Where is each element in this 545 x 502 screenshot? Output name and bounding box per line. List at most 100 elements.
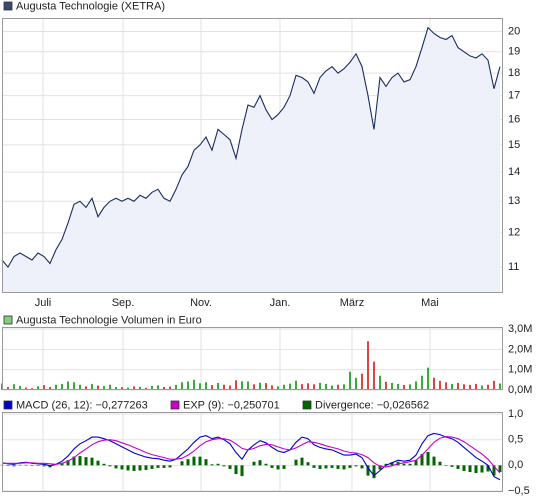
- divergence-bar: [84, 457, 88, 466]
- legend-swatch: [3, 1, 13, 11]
- volume-bar: [289, 383, 291, 390]
- divergence-bar: [12, 465, 16, 467]
- divergence-bar: [306, 462, 310, 466]
- divergence-bar: [372, 465, 376, 479]
- divergence-bar: [300, 457, 304, 466]
- volume-bar: [139, 386, 141, 390]
- divergence-bar: [486, 465, 490, 472]
- divergence-bar: [6, 465, 10, 466]
- x-tick-label: Jan.: [270, 297, 291, 309]
- volume-bar: [325, 383, 327, 390]
- divergence-bar: [468, 465, 472, 472]
- legend-swatch: [170, 400, 180, 410]
- volume-bar: [211, 385, 213, 390]
- volume-bar: [217, 382, 219, 390]
- volume-bar: [175, 384, 177, 390]
- volume-bar: [349, 371, 351, 390]
- volume-bar: [475, 383, 477, 390]
- divergence-bar: [210, 464, 214, 466]
- divergence-bar: [270, 465, 274, 468]
- volume-bar: [271, 385, 273, 390]
- volume-bar: [307, 383, 309, 390]
- divergence-bar: [450, 465, 454, 467]
- volume-bar: [103, 386, 105, 390]
- volume-bar: [409, 384, 411, 390]
- volume-bar: [163, 386, 165, 390]
- y-tick-label: 12: [508, 227, 520, 239]
- volume-bar: [19, 385, 21, 390]
- volume-bar: [265, 383, 267, 390]
- volume-bar: [295, 380, 297, 390]
- divergence-bar: [420, 454, 424, 466]
- divergence-bar: [432, 456, 436, 466]
- divergence-bar: [282, 465, 286, 469]
- divergence-bar: [462, 465, 466, 471]
- volume-bar: [115, 386, 117, 390]
- volume-bar: [403, 384, 405, 390]
- volume-bar: [367, 341, 369, 390]
- volume-bar: [415, 381, 417, 390]
- volume-bar: [469, 384, 471, 390]
- volume-bar: [85, 386, 87, 390]
- divergence-bar: [312, 465, 316, 468]
- y-tick-label: 0,5: [508, 434, 523, 446]
- divergence-bar: [444, 465, 448, 466]
- divergence-bar: [204, 459, 208, 466]
- divergence-bar: [276, 465, 280, 470]
- volume-bar: [361, 373, 363, 390]
- volume-bar: [205, 382, 207, 390]
- divergence-bar: [132, 465, 136, 471]
- volume-bar: [67, 381, 69, 390]
- volume-bar: [319, 382, 321, 390]
- volume-bar: [7, 386, 9, 390]
- divergence-bar: [144, 465, 148, 470]
- volume-bar: [127, 387, 129, 390]
- volume-bar: [397, 383, 399, 390]
- legend-swatch: [3, 400, 13, 410]
- volume-bar: [151, 385, 153, 390]
- divergence-bar: [36, 465, 40, 466]
- divergence-bar: [96, 460, 100, 466]
- y-tick-label: 17: [508, 89, 520, 101]
- volume-bar: [157, 385, 159, 390]
- divergence-bar: [228, 465, 232, 469]
- y-tick-label: 1,0: [508, 408, 523, 420]
- volume-bar: [121, 387, 123, 390]
- divergence-bar: [492, 465, 496, 476]
- x-tick-label: Sep.: [112, 297, 135, 309]
- volume-bar: [439, 380, 441, 390]
- volume-bar: [25, 387, 27, 390]
- volume-bar: [37, 386, 39, 390]
- y-tick-label: 19: [508, 46, 520, 58]
- volume-bar: [193, 379, 195, 390]
- volume-bar: [199, 383, 201, 390]
- divergence-bar: [90, 457, 94, 466]
- volume-bar: [355, 377, 357, 390]
- volume-bar: [259, 382, 261, 390]
- divergence-bar: [240, 465, 244, 477]
- divergence-bar: [234, 465, 238, 475]
- divergence-bar: [408, 463, 412, 466]
- volume-bar: [427, 367, 429, 390]
- y-tick-label: 16: [508, 113, 520, 125]
- divergence-bar: [72, 456, 76, 466]
- divergence-bar: [336, 465, 340, 469]
- volume-bar: [61, 383, 63, 390]
- divergence-bar: [294, 459, 298, 466]
- legend-label: Augusta Technologie (XETRA): [16, 0, 165, 12]
- volume-bar: [55, 384, 57, 390]
- x-tick-label: März: [340, 297, 364, 309]
- volume-bar: [445, 382, 447, 390]
- y-tick-label: 0,0M: [508, 384, 532, 396]
- volume-bar: [253, 384, 255, 390]
- volume-bar: [499, 383, 501, 390]
- divergence-bar: [126, 465, 130, 471]
- x-tick-label: Mai: [421, 297, 439, 309]
- divergence-bar: [384, 463, 388, 466]
- divergence-bar: [186, 459, 190, 466]
- plot-frame: [2, 327, 503, 390]
- divergence-bar: [498, 465, 502, 472]
- volume-bar: [145, 387, 147, 390]
- y-tick-label: 15: [508, 139, 520, 151]
